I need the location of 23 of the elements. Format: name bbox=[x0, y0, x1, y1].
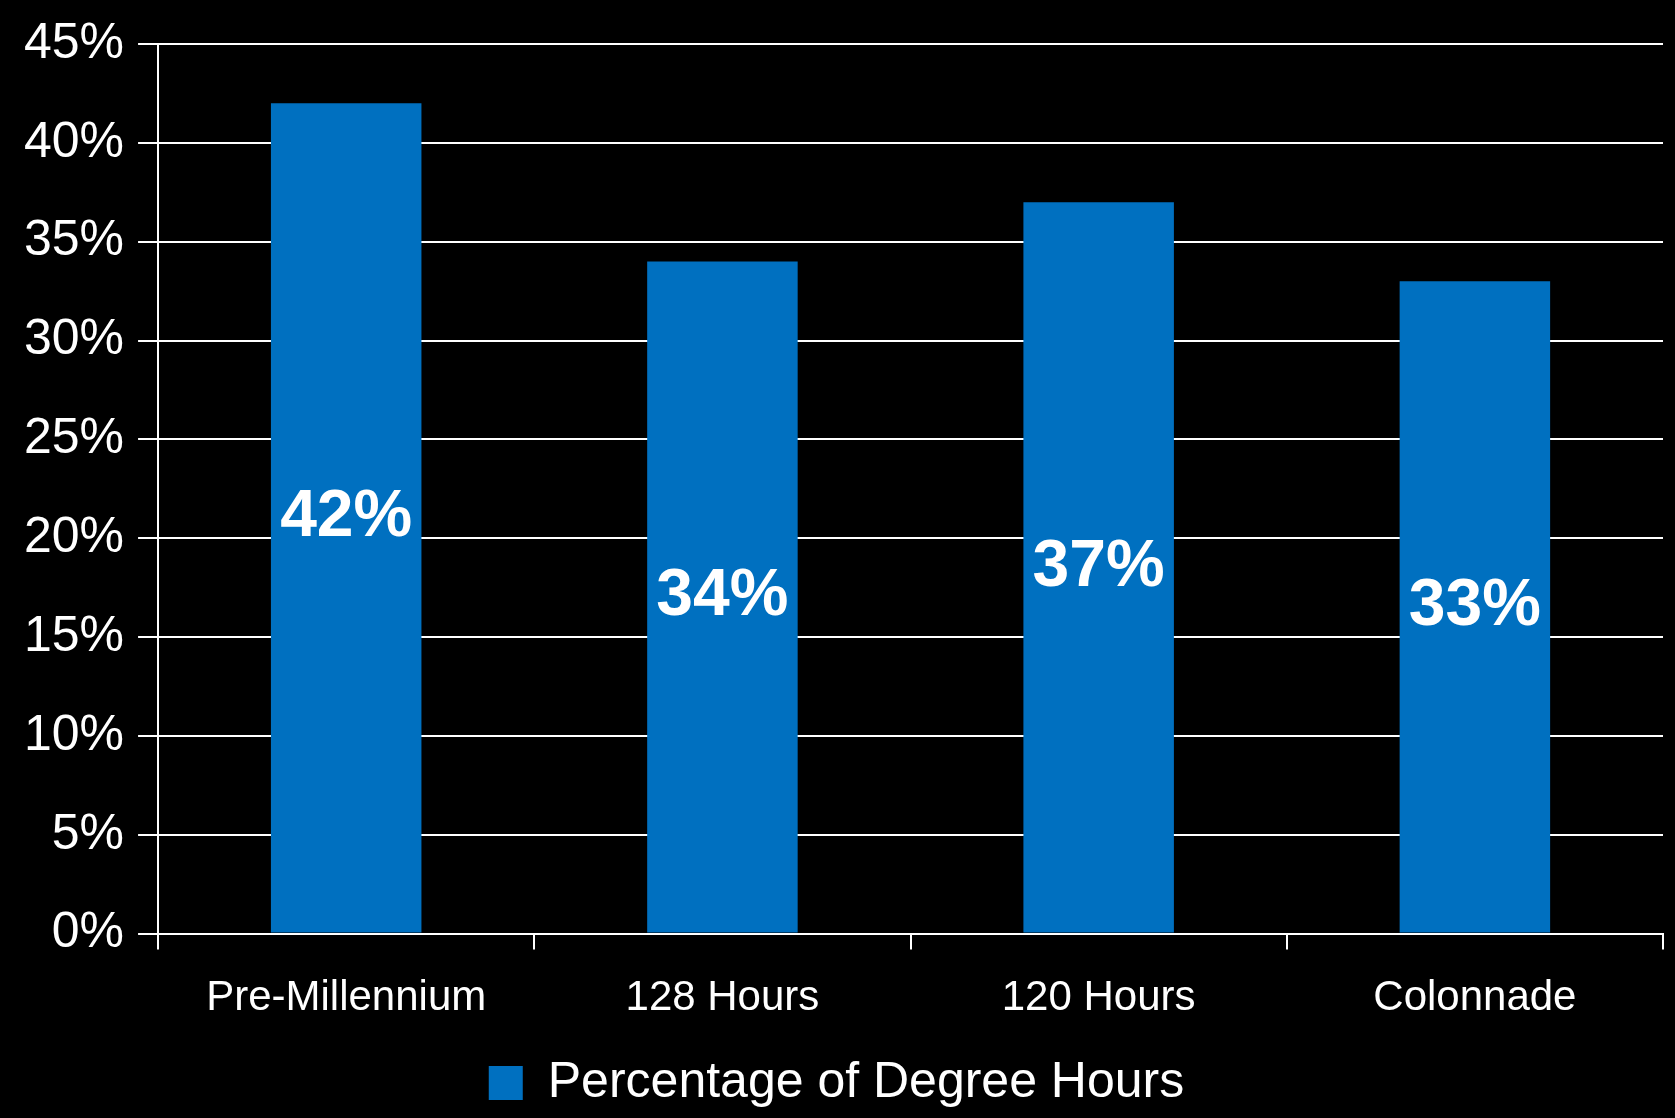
data-label: 37% bbox=[1032, 525, 1165, 600]
x-tick-label: Colonnade bbox=[1373, 972, 1577, 1020]
y-tick-label: 0% bbox=[51, 902, 125, 959]
bar bbox=[1023, 202, 1174, 933]
y-tick-label: 10% bbox=[24, 704, 125, 761]
x-tick-label: Pre-Millennium bbox=[206, 972, 487, 1020]
data-label: 33% bbox=[1408, 565, 1541, 640]
legend-label: Percentage of Degree Hours bbox=[547, 1051, 1185, 1108]
y-tick-label: 25% bbox=[24, 408, 125, 465]
y-tick-label: 30% bbox=[24, 309, 125, 366]
y-tick-label: 35% bbox=[24, 210, 125, 267]
bar bbox=[647, 261, 798, 933]
y-tick-label: 5% bbox=[51, 803, 125, 860]
data-label: 34% bbox=[656, 555, 789, 630]
y-tick-label: 20% bbox=[24, 507, 125, 563]
y-tick-label: 45% bbox=[24, 12, 125, 69]
data-label: 42% bbox=[280, 476, 413, 551]
bar bbox=[1399, 281, 1551, 933]
x-tick-label: 120 Hours bbox=[1001, 972, 1196, 1020]
y-tick-label: 40% bbox=[24, 111, 125, 168]
y-tick-label: 15% bbox=[24, 605, 125, 662]
x-tick-label: 128 Hours bbox=[625, 972, 820, 1020]
bar bbox=[270, 103, 422, 933]
